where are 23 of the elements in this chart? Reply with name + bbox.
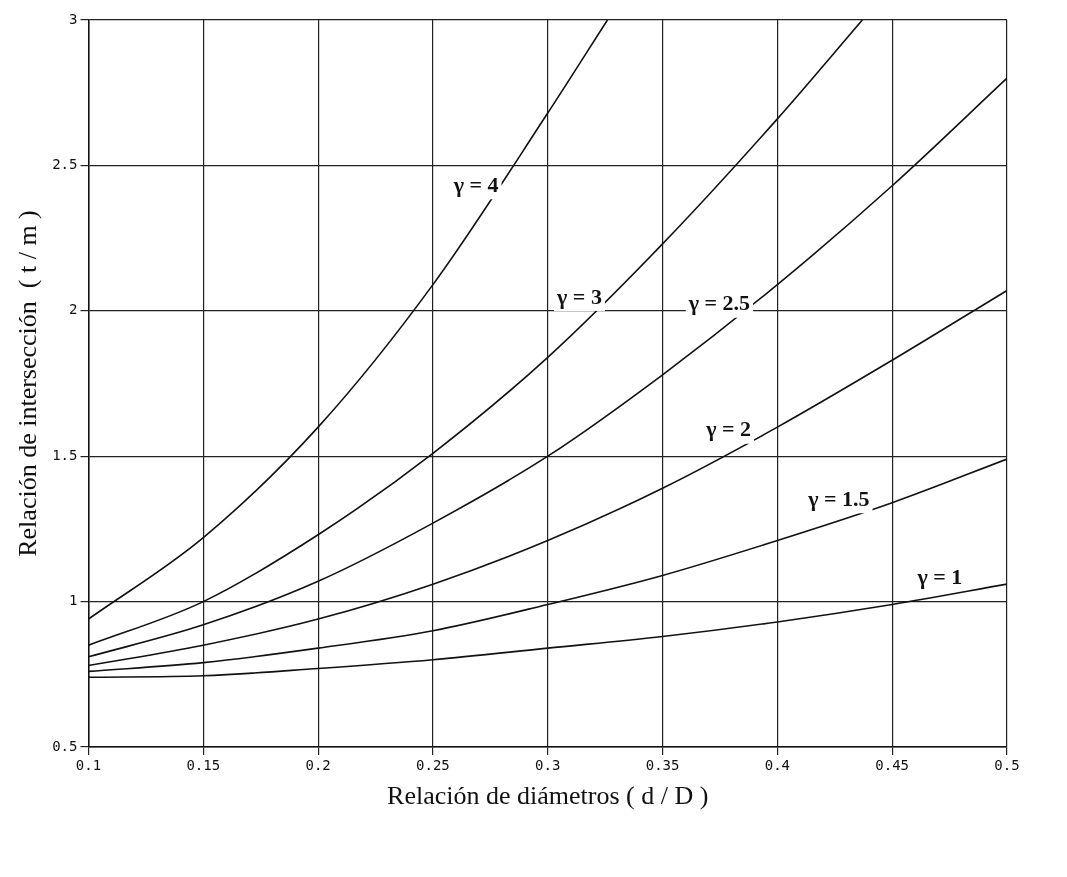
series-label: γ = 4 xyxy=(452,171,499,197)
y-tick-label: 1 xyxy=(69,592,78,609)
x-tick-label: 0.1 xyxy=(75,757,102,774)
x-tick-label: 0.5 xyxy=(994,757,1020,774)
y-axis-title: Relación de intersección ( t / m ) xyxy=(13,210,43,557)
x-tick-label: 0.45 xyxy=(875,757,910,774)
y-tick-label: 0.5 xyxy=(52,737,78,754)
x-tick-label: 0.4 xyxy=(764,757,791,774)
series-label: γ = 1 xyxy=(916,563,963,589)
series-label: γ = 2.5 xyxy=(687,290,751,316)
series-label: γ = 3 xyxy=(556,283,602,309)
x-tick-label: 0.35 xyxy=(645,757,680,774)
x-tick-label: 0.2 xyxy=(305,757,331,774)
series-label: γ = 2 xyxy=(705,416,752,442)
series-label: γ = 1.5 xyxy=(807,486,870,512)
x-tick-label: 0.25 xyxy=(416,757,450,774)
y-tick-label: 1.5 xyxy=(52,446,78,463)
x-tick-label: 0.3 xyxy=(535,757,561,774)
y-tick-label: 2.5 xyxy=(52,156,78,173)
x-tick-label: 0.15 xyxy=(186,757,221,774)
y-tick-label: 2 xyxy=(69,301,78,318)
x-axis-title: Relación de diámetros ( d / D ) xyxy=(387,781,709,811)
y-tick-label: 3 xyxy=(69,10,78,27)
